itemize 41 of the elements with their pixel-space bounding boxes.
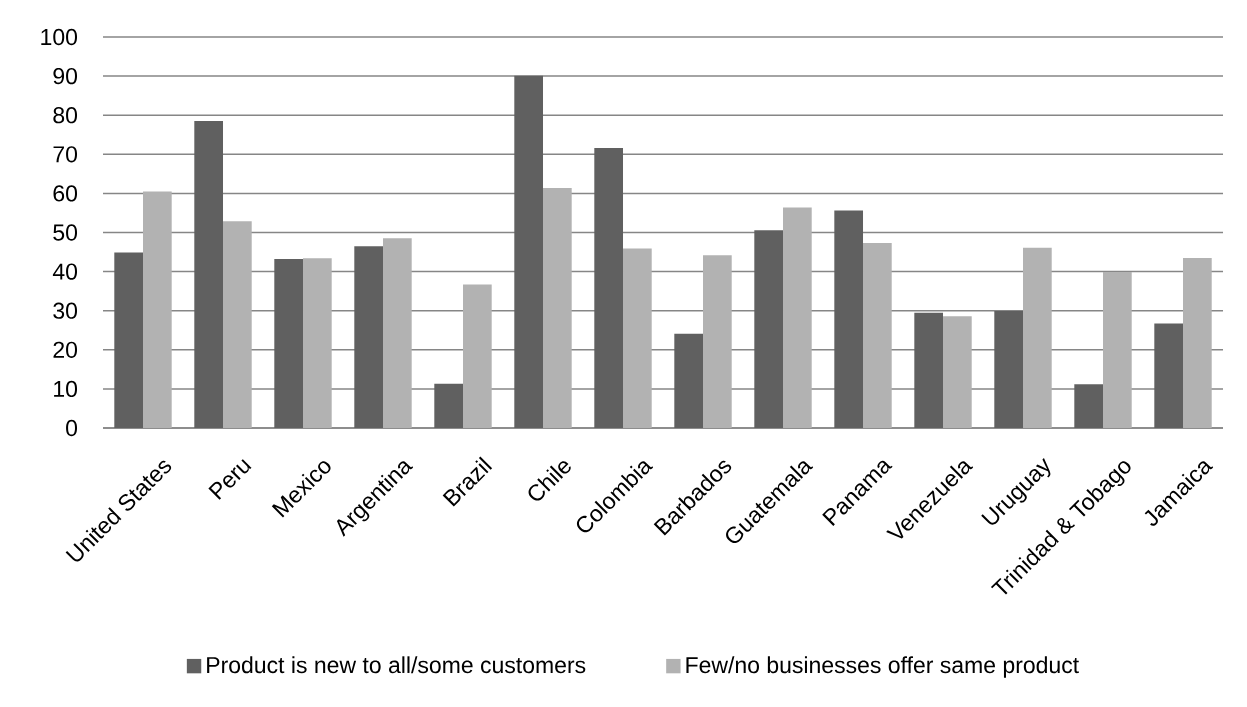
bar [1103,271,1132,428]
bar [543,187,572,428]
bar [783,207,812,428]
bar [114,252,143,428]
bar [914,312,944,428]
bar [834,210,864,428]
y-tick-label: 0 [66,419,78,437]
y-tick-label: 20 [53,341,78,358]
y-tick-label: 100 [41,28,78,46]
bar [1074,384,1104,428]
y-tick-label: 60 [53,185,78,202]
bar [354,246,383,428]
bar [1154,323,1184,428]
y-tick-label: 80 [53,107,78,124]
bar [1023,247,1052,428]
bar [994,311,1024,428]
bar [463,284,492,428]
bar [943,316,972,428]
bar [863,243,892,428]
bar [674,333,704,428]
bar [383,238,412,428]
bar [623,248,652,428]
bar [1183,257,1212,428]
bar [223,221,252,428]
bar [434,383,463,428]
bar [754,230,784,428]
bar [703,255,732,428]
bar [594,148,624,428]
y-tick-label: 30 [53,302,78,319]
y-tick-label: 90 [53,67,78,85]
legend-label: Few/no businesses offer same product [686,656,1079,678]
legend-label: Product is new to all/some customers [207,656,586,674]
bar [194,121,224,428]
bar [274,259,304,428]
bar [514,75,544,428]
y-tick-label: 10 [54,380,78,398]
y-tick-label: 50 [53,224,78,241]
y-tick-label: 70 [53,146,78,163]
bar [143,191,172,428]
bar [303,258,332,428]
y-tick-label: 40 [52,263,78,280]
